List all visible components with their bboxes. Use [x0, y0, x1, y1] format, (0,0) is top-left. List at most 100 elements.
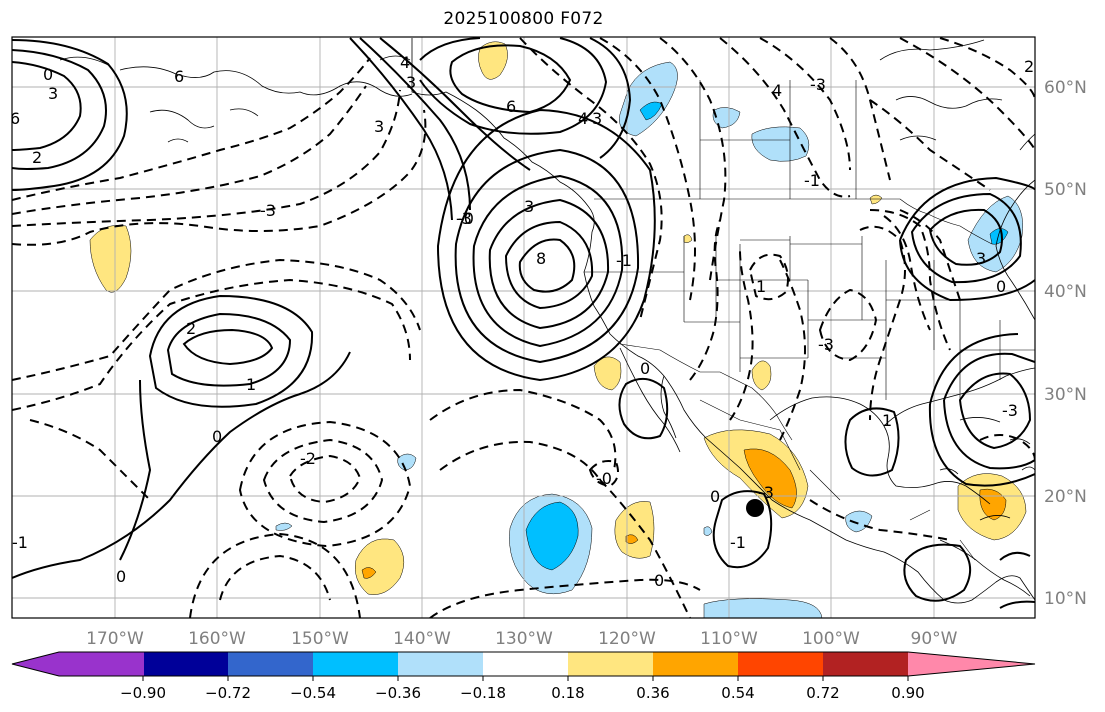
contour-label: 0: [212, 427, 222, 446]
contour-label: 8: [536, 249, 546, 268]
lon-label: 120°W: [598, 629, 656, 649]
contour-label: 4: [400, 53, 410, 72]
contour-label: 0: [996, 277, 1006, 296]
shade-pacific-blue-core: [525, 501, 579, 571]
contour-nw-low-1: [12, 61, 82, 151]
shade-caribbean-orange: [979, 488, 1007, 521]
colorbar-label: 0.72: [806, 684, 839, 702]
contour-label: 0: [116, 567, 126, 586]
colorbar-label: 0.54: [721, 684, 754, 702]
contour-dashed-2: [12, 109, 427, 246]
contour-canada-high-3: [379, 37, 632, 171]
shade-pacific-yellow-2: [614, 501, 655, 559]
contour-high-ring-3: [472, 174, 624, 348]
shade-pacific-yellow-3: [355, 538, 405, 595]
contour-mexico-1: [712, 490, 773, 569]
mexico-states: [699, 399, 976, 561]
colorbar-outline: [11, 651, 1036, 677]
contour-label: -0: [458, 209, 474, 228]
contour-high-inner: [518, 238, 576, 293]
longitude-labels: 170°W 160°W 150°W 140°W 130°W 120°W 110°…: [86, 629, 958, 649]
colorbar-label: −0.54: [290, 684, 336, 702]
colorbar-label: −0.18: [460, 684, 506, 702]
colorbar-label: −0.36: [375, 684, 421, 702]
contour-label: 3: [374, 117, 384, 136]
colorbar-segment: [228, 652, 314, 676]
contour-label: 4: [772, 81, 782, 100]
contour-label: 3: [406, 73, 416, 92]
west-coast: [411, 38, 1035, 604]
map-plot: 0 3 6 2 6 3 -3 4 3 6 4 3 -3 -0 3 8 2 1 0…: [10, 37, 1035, 618]
colorbar-label: −0.90: [120, 684, 166, 702]
coastlines: [59, 38, 1035, 604]
graticule: [12, 37, 1035, 618]
lon-label: 140°W: [393, 629, 451, 649]
contour-label: 0: [43, 65, 53, 84]
contour-label: 1: [246, 375, 256, 394]
contour-canada-high-2: [419, 37, 608, 135]
shading-layer: [89, 41, 1027, 618]
contour-lines: [12, 37, 1035, 618]
central-america: [939, 539, 1031, 597]
colorbar-segment: [653, 652, 739, 676]
colorbar-label: −0.72: [205, 684, 251, 702]
contour-gulf-ring: [844, 407, 900, 477]
contour-dashed-4: [429, 388, 617, 471]
contour-label: -1: [730, 533, 746, 552]
contour-label: 1: [756, 277, 766, 296]
contour-label: 0: [710, 487, 720, 506]
contour-label: -3: [1002, 401, 1018, 420]
contour-label: 3: [524, 197, 534, 216]
gulf-coast: [769, 367, 1035, 505]
lon-label: 110°W: [700, 629, 758, 649]
contour-label: -3: [260, 201, 276, 220]
contour-label: 6: [10, 109, 20, 128]
shade-south-blue: [703, 598, 823, 618]
lat-label: 20°N: [1044, 487, 1087, 507]
contour-label: 4: [578, 109, 588, 128]
latitude-labels: 60°N 50°N 40°N 30°N 20°N 10°N: [1044, 78, 1087, 609]
contour-east-high-2: [958, 372, 1032, 450]
contour-label: -3: [456, 209, 472, 228]
contour-high-ring-2: [488, 198, 610, 330]
lon-label: 150°W: [291, 629, 349, 649]
contour-pacific-zero: [12, 351, 351, 579]
contour-label: 2: [1024, 57, 1034, 76]
lon-label: 160°W: [188, 629, 246, 649]
shade-pacific-yellow-1: [89, 225, 132, 293]
colorbar-segment: [58, 652, 144, 676]
colorbar-segment: [313, 652, 399, 676]
colorbar-label: 0.36: [636, 684, 669, 702]
contour-label: -1: [12, 533, 28, 552]
contour-label: -0: [596, 469, 612, 488]
caribbean-islands: [939, 417, 1035, 521]
east-coast: [995, 179, 1035, 321]
contour-dashed-5: [519, 37, 663, 321]
contour-high-ring-5: [436, 108, 656, 382]
contour-dashed-1: [12, 57, 371, 201]
lat-label: 40°N: [1044, 282, 1087, 302]
lat-label: 50°N: [1044, 180, 1087, 200]
colorbar-segment: [143, 652, 229, 676]
colorbar-label: 0.18: [551, 684, 584, 702]
contour-dashed-8: [599, 479, 691, 618]
contour-label: 2: [186, 319, 196, 338]
hudson-bay: [879, 39, 1035, 151]
shade-mexico-orange: [743, 448, 797, 509]
shade-baja-yellow: [593, 356, 622, 391]
shade-pacific-blue-small: [397, 453, 417, 471]
lat-label: 10°N: [1044, 589, 1087, 609]
shade-gulf-blue: [845, 510, 873, 533]
lon-label: 90°W: [911, 629, 958, 649]
colorbar: −0.90 −0.72 −0.54 −0.36 −0.18 0.18 0.36 …: [11, 651, 1036, 702]
contour-label: 2: [32, 148, 42, 167]
contour-dashed-7: [869, 209, 951, 351]
contour-canada-high-1: [449, 44, 572, 114]
shade-texas-yellow: [751, 360, 772, 391]
lon-label: 170°W: [86, 629, 144, 649]
contour-dashed-3: [288, 454, 362, 504]
us-mexico-border: [619, 343, 793, 441]
contour-label: 6: [506, 97, 516, 116]
colorbar-segment: [908, 652, 1035, 676]
contour-label: 0: [640, 359, 650, 378]
